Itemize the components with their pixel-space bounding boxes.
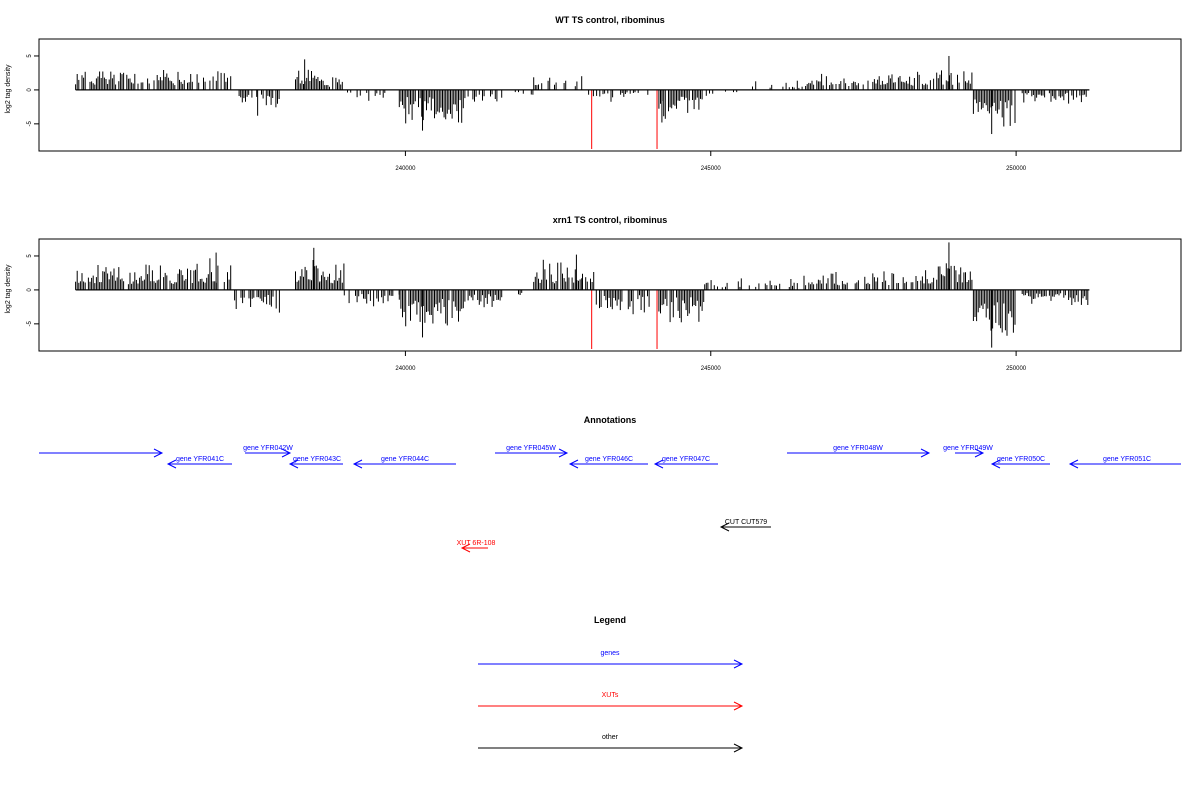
annotation-feature: gene YFR043C (288, 456, 343, 469)
annotation-arrow-head (1068, 459, 1079, 469)
legend-entry: other (478, 734, 744, 753)
annotation-arrow-head (558, 448, 569, 458)
annotation-label: gene YFR051C (1103, 456, 1151, 463)
legend-arrow-head (733, 743, 744, 753)
annotation-feature: gene YFR047C (653, 456, 718, 469)
xrn1-x-axis: 240000 245000 250000 (395, 351, 1027, 372)
annotation-arrow-head (974, 448, 985, 458)
y-tick-label: 0 (27, 288, 33, 292)
annotation-feature: gene YFR041C (166, 456, 232, 469)
annotation-label: gene YFR048W (833, 445, 883, 452)
legend-title: Legend (594, 615, 626, 625)
annotation-arrow-head (352, 459, 363, 469)
wt-bars (75, 55, 1090, 149)
legend-entry: XUTs (478, 692, 744, 711)
annotation-arrow-head (920, 448, 931, 458)
wt-plot-frame (38, 38, 1182, 152)
annotation-label: CUT CUT579 (725, 519, 767, 526)
wt-y-axis-label: log2 tag density (5, 64, 12, 114)
legend-entry: genes (478, 650, 744, 669)
legend-label: genes (600, 650, 620, 657)
annotation-label: gene YFR050C (997, 456, 1045, 463)
annotation-arrow-head (719, 522, 730, 532)
wt-chart-title: WT TS control, ribominus (555, 15, 665, 25)
annotation-arrow-head (288, 459, 299, 469)
annotation-label: gene YFR043C (293, 456, 341, 463)
xrn1-bars (75, 242, 1090, 349)
annotation-label: gene YFR041C (176, 456, 224, 463)
y-tick-label: 5 (27, 254, 33, 258)
annotation-feature: gene YFR050C (990, 456, 1050, 469)
x-tick-label: 250000 (1006, 366, 1027, 372)
annotation-feature: gene YFR046C (568, 456, 648, 469)
wt-track-panel: WT TS control, ribominus 5 0 -5 240000 2450… (5, 15, 1182, 172)
x-tick-label: 240000 (395, 166, 416, 172)
annotation-arrow-head (153, 448, 164, 458)
annotation-label: gene YFR047C (662, 456, 710, 463)
y-tick-label: 5 (27, 54, 33, 58)
annotation-label: gene YFR045W (506, 445, 556, 452)
annotation-feature: XUT 6R-108 (457, 540, 496, 553)
annotation-feature: gene YFR048W (787, 445, 931, 458)
annotation-feature: gene YFR051C (1068, 456, 1181, 469)
annotation-feature: gene YFR049W (943, 445, 993, 458)
xrn1-chart-title: xrn1 TS control, ribominus (553, 215, 668, 225)
annotation-arrow-head (281, 448, 292, 458)
annotation-arrow-head (460, 543, 471, 553)
annotation-label: XUT 6R-108 (457, 540, 496, 547)
annotation-feature: gene YFR042W (243, 445, 293, 458)
wt-y-axis: 5 0 -5 (27, 54, 39, 127)
y-tick-label: -5 (27, 121, 33, 127)
annotation-arrow-head (166, 459, 177, 469)
x-tick-label: 240000 (395, 366, 416, 372)
y-tick-label: -5 (27, 321, 33, 327)
annotation-label: gene YFR049W (943, 445, 993, 452)
annotations-title: Annotations (584, 415, 637, 425)
annotation-arrow-head (653, 459, 664, 469)
x-tick-label: 245000 (701, 166, 722, 172)
annotation-feature: CUT CUT579 (719, 519, 771, 532)
xrn1-plot-frame (38, 238, 1182, 352)
legend-panel: Legend genes XUTs other (478, 615, 744, 753)
annotation-arrow-head (568, 459, 579, 469)
xrn1-track-panel: xrn1 TS control, ribominus 50-5 240000 24… (5, 215, 1182, 372)
annotation-feature: gene YFR044C (352, 456, 456, 469)
annotation-feature: gene YFR045W (495, 445, 569, 458)
annotation-feature: gene YFR040W (0, 445, 164, 458)
legend-items: genes XUTs other (478, 650, 744, 753)
legend-label: other (602, 734, 619, 741)
annotation-label: gene YFR040W (0, 445, 35, 452)
x-tick-label: 245000 (701, 366, 722, 372)
annotation-label: gene YFR042W (243, 445, 293, 452)
x-tick-label: 250000 (1006, 166, 1027, 172)
y-tick-label: 0 (27, 88, 33, 92)
wt-x-axis: 240000 245000 250000 (395, 151, 1027, 172)
xrn1-y-axis: 5 0 -5 (27, 254, 39, 327)
annotation-arrow-head (990, 459, 1001, 469)
legend-label: XUTs (602, 692, 619, 699)
annotation-label: gene YFR044C (381, 456, 429, 463)
annotation-label: gene YFR046C (585, 456, 633, 463)
legend-arrow-head (733, 659, 744, 669)
annotations-panel: Annotations gene YFR040W gene YFR041C gene… (0, 415, 1181, 553)
legend-arrow-head (733, 701, 744, 711)
xrn1-y-axis-label: log2 tag density (5, 264, 12, 314)
